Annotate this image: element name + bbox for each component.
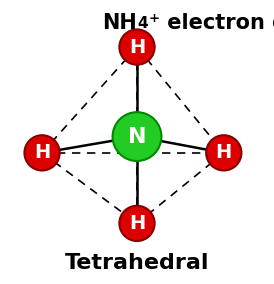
Text: H: H <box>34 143 50 162</box>
Circle shape <box>119 119 155 154</box>
Text: H: H <box>129 214 145 233</box>
Text: ⁺ electron geometry: ⁺ electron geometry <box>149 13 274 33</box>
Text: Tetrahedral: Tetrahedral <box>65 253 209 273</box>
Circle shape <box>24 135 60 170</box>
Text: H: H <box>216 143 232 162</box>
Text: 4: 4 <box>137 16 148 31</box>
Circle shape <box>119 206 155 241</box>
Circle shape <box>119 30 155 65</box>
Text: NH: NH <box>102 13 137 33</box>
Text: H: H <box>129 37 145 57</box>
Circle shape <box>113 112 161 161</box>
Circle shape <box>206 135 241 170</box>
Text: H: H <box>129 127 145 146</box>
Text: N: N <box>128 127 146 147</box>
